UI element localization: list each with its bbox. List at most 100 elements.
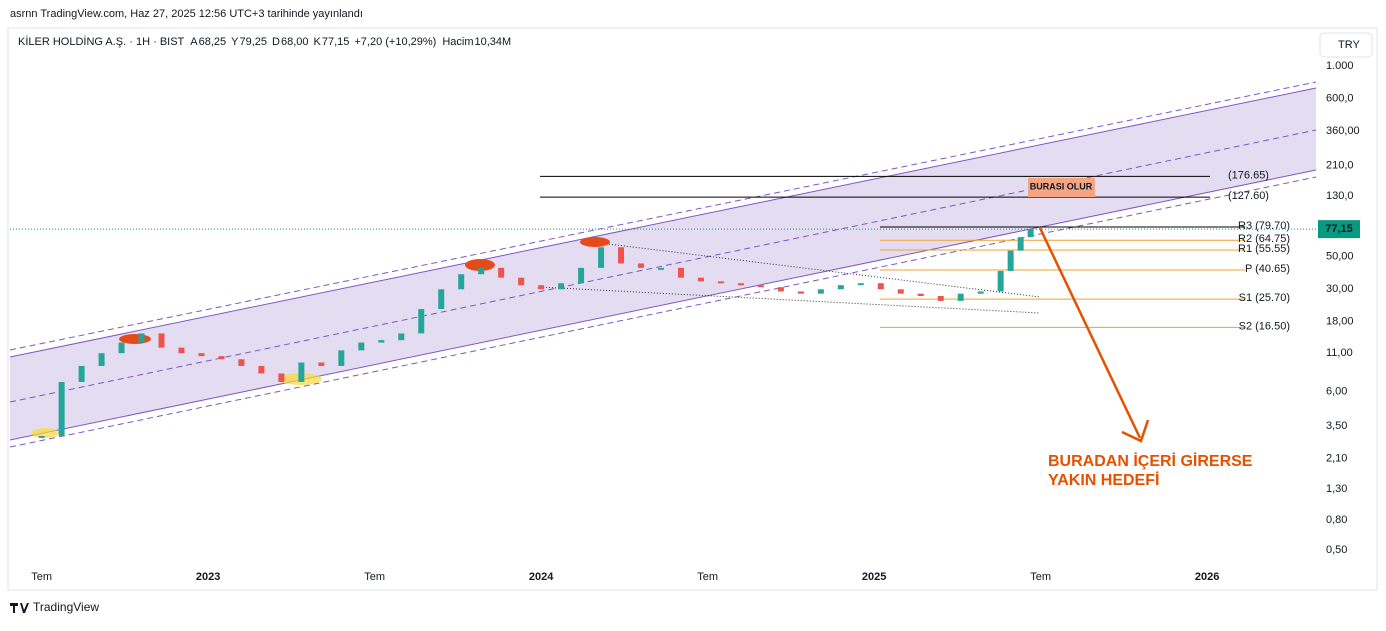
target-text: BURADAN İÇERİ GİRERSE bbox=[1048, 452, 1253, 470]
y-tick-label: 30,00 bbox=[1326, 283, 1354, 295]
candle bbox=[957, 293, 964, 301]
candle bbox=[917, 293, 924, 296]
legend-text: +7,20 (+10,29%) bbox=[354, 36, 436, 48]
trendline bbox=[539, 286, 1041, 314]
currency: TRY bbox=[1338, 39, 1360, 51]
x-tick-label: 2024 bbox=[529, 571, 554, 583]
y-tick-label: 11,00 bbox=[1326, 347, 1353, 359]
candle bbox=[757, 285, 764, 288]
candle bbox=[977, 291, 984, 294]
candle bbox=[1007, 250, 1014, 271]
y-tick-label: 6,00 bbox=[1326, 386, 1347, 398]
legend: KİLER HOLDİNG A.Ş. · 1H · BIST A 68,25 Y 79,… bbox=[18, 35, 511, 48]
candle bbox=[318, 362, 325, 366]
candle bbox=[937, 295, 944, 301]
legend-text: 68,00 bbox=[281, 36, 309, 48]
candle bbox=[378, 340, 385, 343]
legend-text: 10,34M bbox=[475, 36, 512, 48]
candle bbox=[618, 247, 625, 264]
legend-text: A bbox=[190, 36, 198, 48]
highlight bbox=[580, 237, 610, 247]
y-tick-label: 3,50 bbox=[1326, 420, 1347, 432]
candle bbox=[857, 283, 864, 286]
candle bbox=[218, 356, 225, 360]
candle bbox=[298, 362, 305, 382]
arrow bbox=[1038, 227, 1142, 439]
candle bbox=[837, 285, 844, 290]
legend-text: 68,25 bbox=[199, 36, 227, 48]
level-label: R3 (79.70) bbox=[1238, 220, 1290, 232]
arrow-head bbox=[1121, 419, 1150, 443]
candle bbox=[418, 309, 425, 334]
candle bbox=[138, 333, 145, 343]
legend-text: 77,15 bbox=[322, 36, 350, 48]
brand: TradingView bbox=[33, 600, 99, 614]
candle bbox=[458, 274, 465, 290]
level-label: R1 (55.55) bbox=[1238, 243, 1290, 255]
candle bbox=[438, 289, 445, 310]
level-label: R2 (64.75) bbox=[1238, 233, 1290, 245]
x-tick-label: Tem bbox=[31, 571, 52, 583]
channel-outer-upper bbox=[9, 81, 1317, 351]
channel-lower bbox=[9, 169, 1317, 441]
y-tick-label: 50,00 bbox=[1326, 251, 1354, 263]
candle bbox=[178, 347, 185, 354]
last-price-label: 77,15 bbox=[1325, 223, 1353, 235]
candle bbox=[38, 435, 45, 438]
candle bbox=[797, 291, 804, 294]
legend-text: 79,25 bbox=[239, 36, 267, 48]
level-label: P (40.65) bbox=[1245, 263, 1290, 275]
level-label: (127.60) bbox=[1228, 190, 1269, 202]
highlight bbox=[31, 428, 59, 438]
legend-text: K bbox=[314, 36, 322, 48]
highlight bbox=[465, 259, 495, 271]
candle bbox=[538, 285, 545, 290]
candle bbox=[238, 359, 245, 366]
x-tick-label: 2025 bbox=[862, 571, 886, 583]
candle bbox=[258, 365, 265, 374]
candle bbox=[817, 289, 824, 294]
candle bbox=[158, 333, 165, 348]
candle bbox=[697, 277, 704, 282]
y-tick-label: 1,30 bbox=[1326, 483, 1347, 495]
candle bbox=[198, 353, 205, 357]
level-label: S1 (25.70) bbox=[1239, 292, 1290, 304]
legend-text: Hacim bbox=[442, 36, 473, 48]
candle bbox=[638, 263, 645, 268]
candle bbox=[518, 277, 525, 286]
plot: (176.65) (127.60) R3 (79.70)R2 (64.75)R1 (… bbox=[10, 169, 1316, 438]
y-tick-label: 130,0 bbox=[1326, 190, 1354, 202]
candle bbox=[58, 381, 65, 436]
channel-mid bbox=[9, 129, 1317, 403]
candle bbox=[78, 365, 85, 382]
candle bbox=[997, 270, 1004, 292]
candle bbox=[777, 287, 784, 292]
trendline bbox=[599, 242, 1041, 298]
currency-button[interactable] bbox=[1319, 32, 1373, 58]
candle bbox=[1027, 229, 1034, 238]
y-tick-label: 600,0 bbox=[1326, 92, 1354, 104]
candle bbox=[398, 333, 405, 341]
frame bbox=[7, 27, 1378, 591]
note-box-text: BURASI OLUR bbox=[1030, 181, 1093, 191]
y-tick-label: 0,50 bbox=[1326, 544, 1347, 556]
candle bbox=[338, 350, 345, 366]
candle bbox=[1017, 237, 1024, 251]
candle bbox=[98, 353, 105, 366]
candle bbox=[578, 267, 585, 284]
last-price-tag bbox=[1318, 220, 1360, 239]
y-tick-label: 2,10 bbox=[1326, 453, 1347, 465]
candle bbox=[558, 283, 565, 290]
published: asrnn TradingView.com, Haz 27, 2025 12:5… bbox=[10, 8, 363, 20]
candle bbox=[358, 342, 365, 351]
candle bbox=[897, 289, 904, 294]
channel-outer-lower bbox=[9, 176, 1317, 448]
candle bbox=[677, 267, 684, 278]
logo bbox=[10, 603, 29, 613]
x-tick-label: 2023 bbox=[196, 571, 220, 583]
candle bbox=[658, 267, 665, 270]
target-text: YAKIN HEDEFİ bbox=[1048, 471, 1159, 489]
level-label: S2 (16.50) bbox=[1239, 320, 1290, 332]
